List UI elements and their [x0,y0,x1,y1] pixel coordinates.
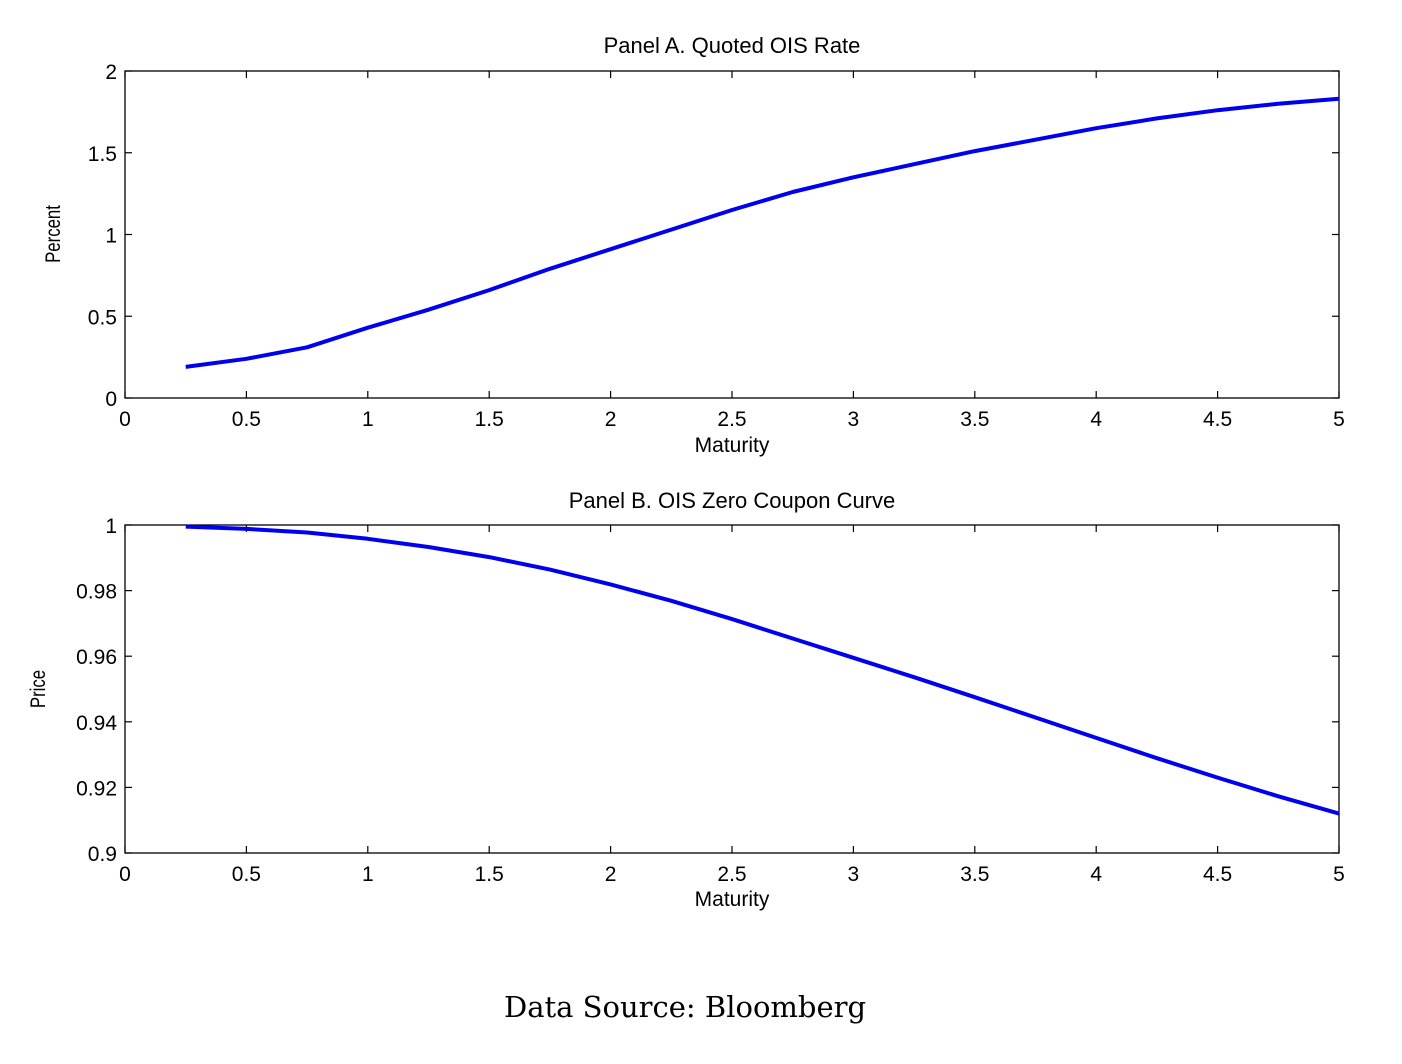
panel-a-y-tick-label: 1 [105,225,117,248]
panel-b-x-tick-label: 4.5 [1203,863,1232,886]
panel-a-y-tick-label: 0 [105,388,117,411]
panel-a-x-tick-label: 5 [1333,408,1345,431]
panel-a-y-tick-labels: 0 0.5 1 1.5 2 [88,61,117,411]
panel-a-x-tick-label: 3 [848,408,860,431]
panel-a-y-axis-label: Percent [42,204,65,262]
panel-b-x-tick-label: 2.5 [717,863,746,886]
panel-a-x-tick-label: 4 [1090,408,1102,431]
panel-b-x-tick-label: 2 [605,863,617,886]
panel-a-x-tick-label: 0 [119,408,131,431]
panel-b-y-tick-labels: 0.9 0.92 0.94 0.96 0.98 1 [76,515,117,866]
panel-a-x-tick-label: 1.5 [475,408,504,431]
panel-a-x-tick-label: 1 [362,408,374,431]
panel-b: Panel B. OIS Zero Coupon Curve 0 0.5 1 1.5 2… [27,488,1345,911]
panel-a-title: Panel A. Quoted OIS Rate [604,33,861,58]
panel-a-series-line [185,96,1340,369]
panel-a-ticks [124,70,1340,399]
panel-b-x-tick-label: 5 [1333,863,1345,886]
panel-b-y-tick-label: 0.96 [76,646,117,669]
panel-b-x-tick-label: 3.5 [960,863,989,886]
panel-b-x-tick-label: 0.5 [232,863,261,886]
panel-b-y-tick-label: 0.98 [76,581,117,604]
panel-a-x-axis-label: Maturity [695,434,770,457]
panel-b-x-axis-label: Maturity [695,888,770,911]
panel-b-y-tick-label: 0.92 [76,777,117,800]
panel-a-x-tick-label: 0.5 [232,408,261,431]
panel-b-title: Panel B. OIS Zero Coupon Curve [569,488,896,513]
panel-b-series-line [185,524,1340,816]
panel-a-x-tick-labels: 0 0.5 1 1.5 2 2.5 3 3.5 4 4.5 5 [119,408,1345,431]
panel-b-plot-frame [124,524,1340,854]
panel-a-y-tick-label: 0.5 [88,306,117,329]
panel-a-x-tick-label: 3.5 [960,408,989,431]
panel-a-y-tick-label: 1.5 [88,143,117,166]
panel-b-x-tick-label: 4 [1090,863,1102,886]
panel-b-y-axis-label: Price [27,670,50,708]
panel-b-x-tick-label: 1 [362,863,374,886]
panel-b-x-tick-label: 1.5 [475,863,504,886]
panel-b-y-tick-label: 1 [105,515,117,538]
panel-a-y-tick-label: 2 [105,61,117,84]
data-source-caption: Data Source: Bloomberg [503,990,867,1024]
panel-b-x-tick-label: 3 [848,863,860,886]
panel-b-x-tick-labels: 0 0.5 1 1.5 2 2.5 3 3.5 4 4.5 5 [119,863,1345,886]
panel-a-x-tick-label: 2.5 [717,408,746,431]
panel-b-y-tick-label: 0.94 [76,712,117,735]
panel-a: Panel A. Quoted OIS Rate 0 0.5 1 1.5 2 2.5 3 3.… [42,33,1345,457]
panel-a-x-tick-label: 4.5 [1203,408,1232,431]
panel-b-x-tick-label: 0 [119,863,131,886]
panel-b-ticks [124,524,1340,854]
panel-a-x-tick-label: 2 [605,408,617,431]
panel-b-y-tick-label: 0.9 [88,843,117,866]
